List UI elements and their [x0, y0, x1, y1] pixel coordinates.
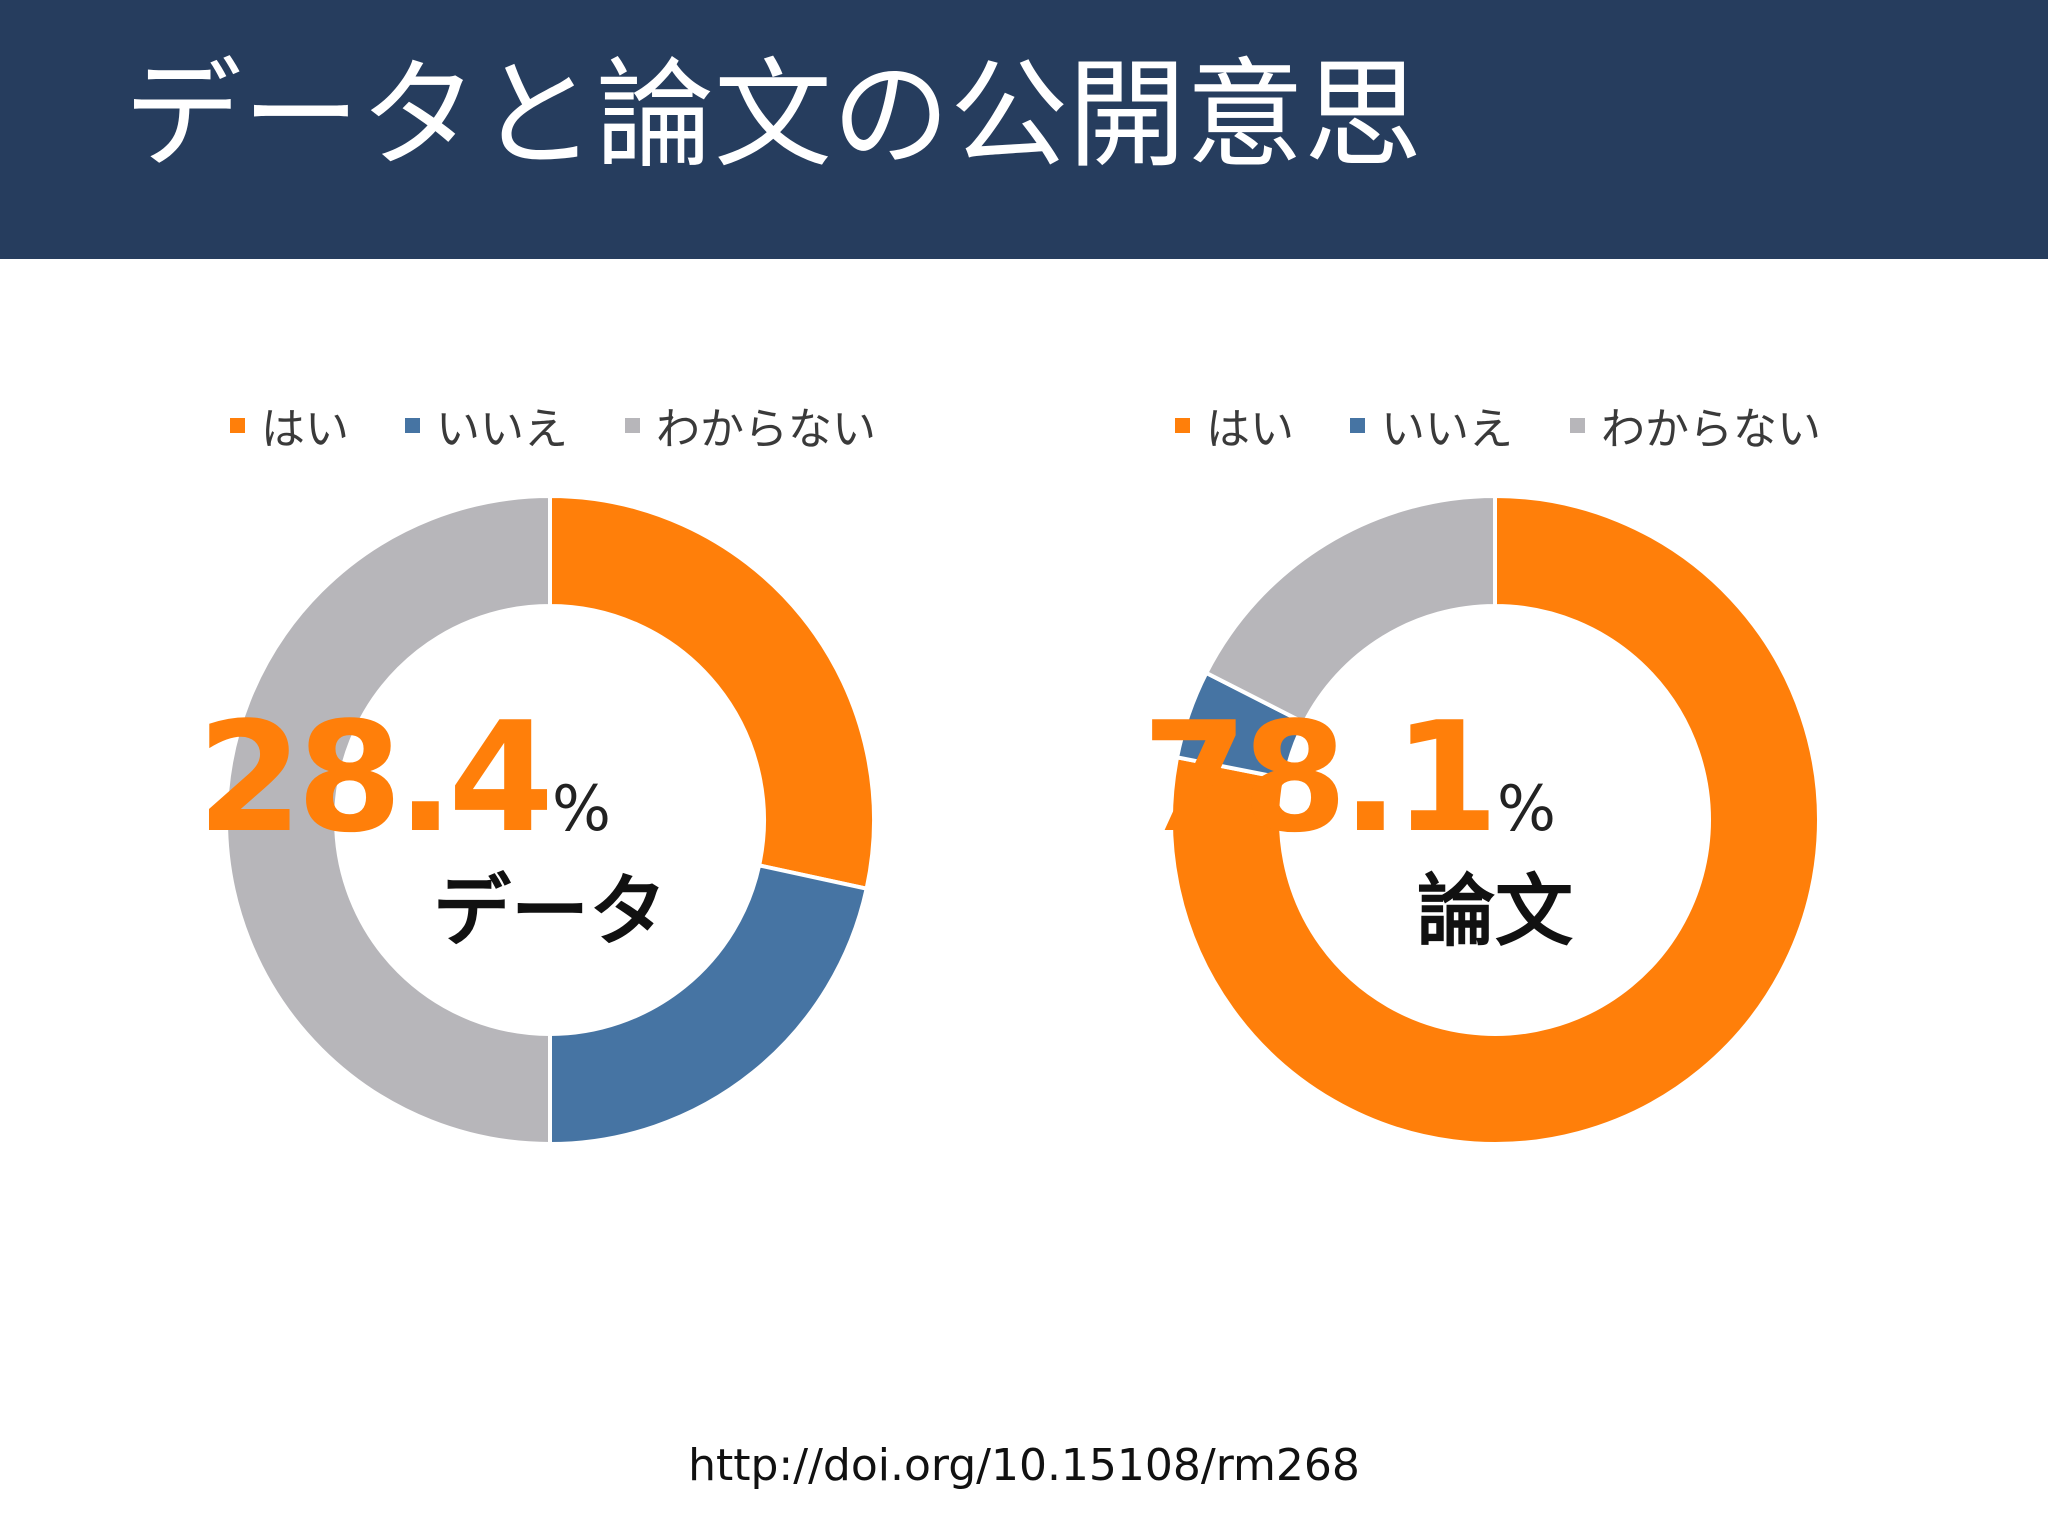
legend-item-unknown: わからない [1570, 395, 1821, 455]
donut-slices [1169, 493, 1821, 1146]
donut-slices [224, 493, 876, 1147]
legend-swatch-unknown [1570, 417, 1585, 433]
legend-item-no: いいえ [405, 395, 568, 455]
legend-item-yes: はい [1175, 395, 1294, 455]
donut-slice-no [548, 862, 870, 1147]
legend: はい いいえ わからない [200, 395, 900, 455]
legend-label: わからない [656, 404, 876, 455]
legend: はい いいえ わからない [1145, 395, 1845, 455]
legend-label: いいえ [1381, 404, 1513, 455]
legend-label: わからない [1601, 404, 1821, 455]
paper-chart-panel: はい いいえ わからない 78.1 % 論文 [1142, 395, 1845, 1175]
center-percentage-unit: % [552, 772, 611, 845]
legend-item-no: いいえ [1350, 395, 1513, 455]
header-bar: データと論文の公開意思 [0, 0, 2048, 259]
donut-slice-yes [1169, 493, 1821, 1146]
legend-item-yes: はい [230, 395, 349, 455]
donut-slice-unknown [1203, 493, 1497, 726]
slide-title: データと論文の公開意思 [124, 46, 1423, 184]
center-label: 論文 [1417, 867, 1573, 957]
legend-swatch-unknown [625, 417, 640, 433]
source-url: http://doi.org/10.15108/rm268 [688, 1440, 1360, 1491]
center-percentage-value: 78.1 [1142, 689, 1493, 866]
center-percentage-unit: % [1497, 772, 1556, 845]
legend-swatch-yes [230, 417, 245, 433]
legend-label: はい [261, 404, 349, 455]
legend-swatch-yes [1175, 417, 1190, 433]
legend-item-unknown: わからない [625, 395, 876, 455]
center-label: データ [433, 867, 667, 957]
data-chart-panel: はい いいえ わからない 28.4 % データ [197, 395, 900, 1175]
donut-slice-yes [548, 493, 876, 892]
legend-label: いいえ [436, 404, 568, 455]
center-percentage-value: 28.4 [197, 689, 548, 866]
paper-donut-chart: 78.1 % 論文 [1142, 493, 1821, 1146]
legend-swatch-no [405, 417, 420, 433]
data-donut-chart: 28.4 % データ [197, 493, 876, 1147]
donut-slice-unknown [224, 493, 552, 1147]
legend-label: はい [1206, 404, 1294, 455]
legend-swatch-no [1350, 417, 1365, 433]
